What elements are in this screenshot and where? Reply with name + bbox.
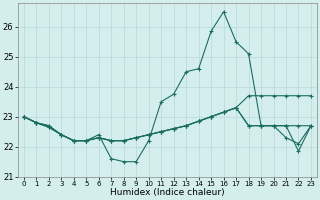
X-axis label: Humidex (Indice chaleur): Humidex (Indice chaleur): [110, 188, 225, 197]
